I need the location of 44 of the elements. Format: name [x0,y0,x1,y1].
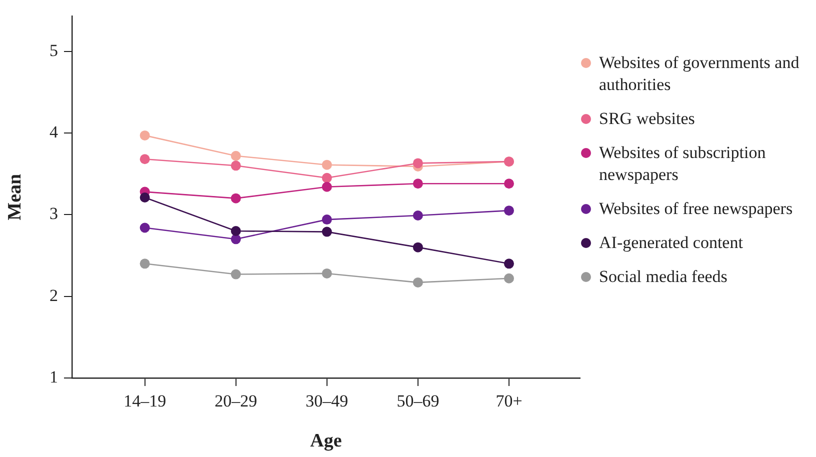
legend-label: Websites of subscription newspapers [599,142,767,186]
point [230,269,241,280]
x-axis-title: Age [310,430,342,452]
point [322,214,332,225]
point [504,273,514,284]
point [140,130,150,140]
x-tick-label: 30–49 [306,392,348,411]
point [412,210,423,220]
point [230,193,241,204]
x-tick-label: 70+ [496,392,522,411]
point [230,226,241,236]
point [230,160,241,171]
x-tick-label: 14–19 [124,392,166,411]
legend-label: SRG websites [599,108,695,130]
point [230,234,241,244]
point [412,178,423,189]
point [140,192,150,203]
point [322,160,332,170]
legend-label: Websites of governments and authorities [599,52,800,96]
y-tick-label: 1 [50,367,58,386]
point [140,154,150,164]
point [140,222,150,233]
x-tick-label: 20–29 [214,392,258,411]
legend-label: Social media feeds [599,266,728,288]
point [230,150,241,161]
point [504,206,514,216]
point [504,178,514,189]
point [504,258,514,269]
y-tick-label: 5 [50,40,58,60]
y-tick-label: 2 [50,286,58,305]
point [412,242,423,252]
legend-label: Websites of free newspapers [599,198,793,220]
y-tick-label: 4 [50,122,58,142]
point [412,277,423,288]
point [322,172,332,183]
y-tick-label: 3 [50,204,58,224]
point [322,268,332,278]
y-axis-title: Mean [4,173,26,220]
point [412,158,423,168]
point [322,226,332,237]
point [140,258,150,269]
point [322,182,332,192]
x-tick-label: 50–69 [396,392,440,411]
legend-label: AI-generated content [599,232,743,254]
